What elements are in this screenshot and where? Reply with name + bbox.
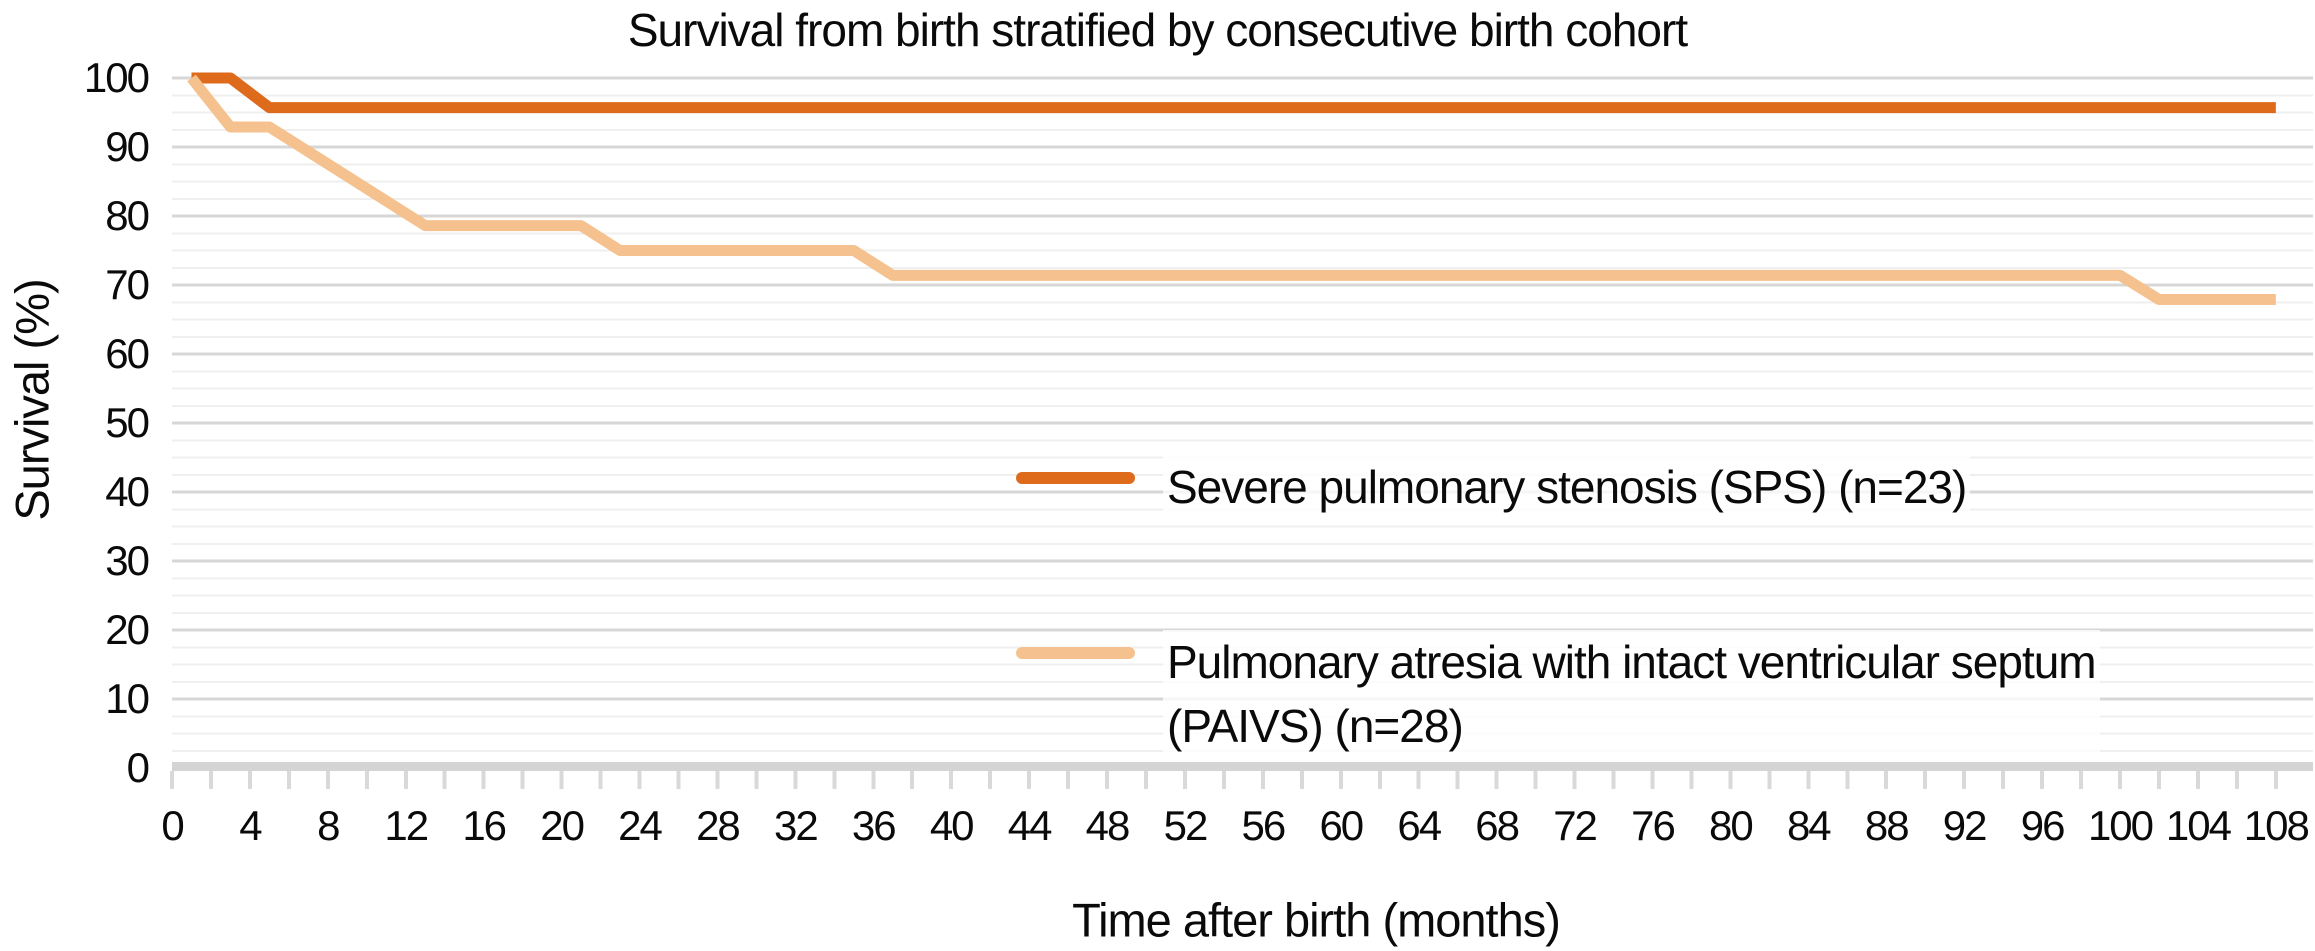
x-tick-label: 52 — [1163, 802, 1209, 849]
y-tick-label: 30 — [105, 537, 150, 584]
x-tick-label: 72 — [1553, 802, 1598, 849]
y-tick-label: 10 — [105, 675, 150, 722]
x-tick-label: 36 — [851, 802, 897, 849]
legend-item-sps: Severe pulmonary stenosis (SPS) (n=23) — [1016, 455, 1971, 519]
x-tick-label: 8 — [317, 802, 340, 849]
x-tick-label: 20 — [540, 802, 585, 849]
x-tick-label: 48 — [1085, 802, 1131, 849]
y-tick-label: 40 — [105, 468, 150, 515]
y-tick-label: 100 — [83, 54, 150, 101]
x-tick-label: 104 — [2165, 802, 2232, 849]
x-tick-label: 56 — [1241, 802, 1287, 849]
x-tick-label: 88 — [1864, 802, 1910, 849]
x-tick-label: 24 — [618, 802, 663, 849]
x-tick-label: 0 — [161, 802, 184, 849]
y-tick-label: 20 — [105, 606, 150, 653]
y-axis-title: Survival (%) — [5, 279, 59, 521]
x-axis-line — [172, 762, 2313, 771]
y-tick-label: 80 — [105, 192, 150, 239]
x-tick-label: 68 — [1475, 802, 1520, 849]
x-tick-label: 84 — [1786, 802, 1832, 849]
x-tick-label: 80 — [1709, 802, 1754, 849]
legend-item-paivs: Pulmonary atresia with intact ventricula… — [1016, 630, 2100, 758]
y-tick-label: 70 — [105, 261, 150, 308]
sps-line — [191, 72, 2276, 114]
x-tick-label: 108 — [2243, 802, 2310, 849]
paivs-line-swatch-icon — [1016, 647, 1135, 659]
x-tick-label: 60 — [1319, 802, 1364, 849]
paivs-line — [187, 74, 2276, 305]
x-tick-label: 96 — [2020, 802, 2066, 849]
y-tick-label: 0 — [126, 744, 150, 791]
x-tick-label: 44 — [1007, 802, 1053, 849]
x-tick-label: 32 — [774, 802, 819, 849]
x-tick-label: 64 — [1397, 802, 1442, 849]
y-tick-label: 90 — [105, 123, 150, 170]
legend-label-sps: Severe pulmonary stenosis (SPS) (n=23) — [1163, 455, 1971, 519]
x-tick-label: 12 — [384, 802, 429, 849]
x-tick-label: 100 — [2087, 802, 2154, 849]
x-tick-label: 16 — [462, 802, 507, 849]
y-tick-label: 50 — [105, 399, 150, 446]
x-tick-label: 92 — [1942, 802, 1988, 849]
x-tick-label: 76 — [1631, 802, 1676, 849]
x-tick-label: 40 — [929, 802, 975, 849]
y-tick-label: 60 — [105, 330, 150, 377]
chart-title: Survival from birth stratified by consec… — [627, 4, 1688, 56]
sps-line-swatch-icon — [1016, 472, 1135, 484]
legend-label-paivs: Pulmonary atresia with intact ventricula… — [1163, 630, 2100, 758]
x-axis-title: Time after birth (months) — [1072, 893, 1561, 947]
x-tick-label: 28 — [696, 802, 741, 849]
x-tick-label: 4 — [239, 802, 262, 849]
